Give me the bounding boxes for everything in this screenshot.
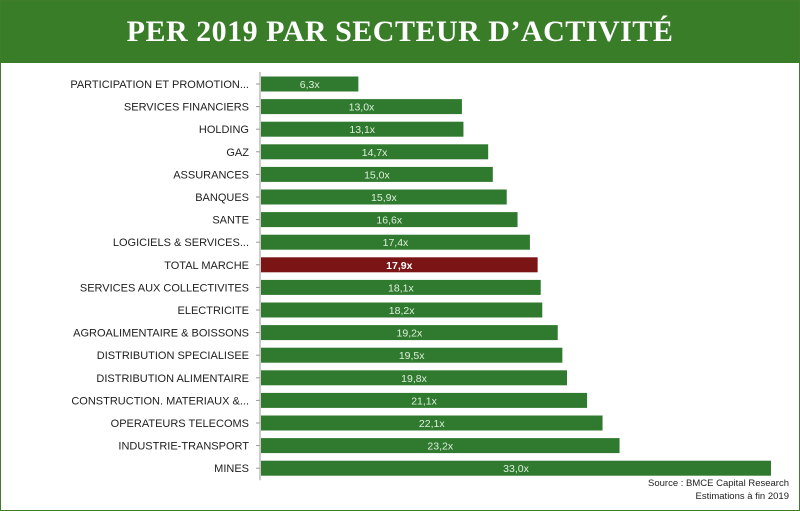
data-label: 17,9x: [386, 260, 412, 272]
bar: [261, 189, 507, 205]
bar: [261, 325, 558, 341]
data-label: 14,7x: [362, 147, 388, 159]
bar: [261, 144, 489, 160]
data-label: 6,3x: [300, 79, 321, 91]
bar: [261, 166, 493, 182]
data-label: 18,1x: [388, 282, 414, 294]
bar: [261, 438, 620, 454]
category-label: DISTRIBUTION ALIMENTAIRE: [96, 373, 249, 385]
category-label: AGROALIMENTAIRE & BOISSONS: [73, 328, 249, 340]
bar: [261, 234, 530, 250]
bar: [261, 76, 359, 92]
bar: [261, 415, 603, 431]
data-label: 33,0x: [503, 463, 529, 475]
bar: [261, 279, 541, 295]
data-label: 17,4x: [383, 237, 409, 249]
bar: [261, 121, 464, 137]
category-label: GAZ: [226, 147, 249, 159]
data-label: 13,0x: [349, 102, 375, 114]
bar: [261, 370, 567, 386]
data-label: 19,8x: [401, 373, 427, 385]
category-label: CONSTRUCTION. MATERIAUX &...: [71, 395, 249, 407]
category-label: LOGICIELS & SERVICES...: [113, 237, 249, 249]
category-label: SERVICES FINANCIERS: [124, 102, 249, 114]
data-label: 23,2x: [427, 441, 453, 453]
bar: [261, 392, 588, 408]
category-label: BANQUES: [195, 192, 249, 204]
data-label: 16,6x: [376, 215, 402, 227]
chart-title: PER 2019 PAR SECTEUR D’ACTIVITÉ: [126, 15, 674, 48]
bar: [261, 460, 771, 476]
data-label: 18,2x: [389, 305, 415, 317]
bar-highlight: [261, 257, 538, 273]
data-label: 19,2x: [397, 328, 423, 340]
estimate-note: Estimations à fin 2019: [695, 491, 789, 502]
data-label: 21,1x: [411, 395, 437, 407]
category-label: SANTE: [212, 215, 249, 227]
category-label: SERVICES AUX COLLECTIVITES: [80, 282, 249, 294]
bar: [261, 302, 543, 318]
bar: [261, 212, 518, 228]
category-label: TOTAL MARCHE: [164, 260, 249, 272]
data-label: 19,5x: [399, 350, 425, 362]
category-label: MINES: [214, 463, 249, 475]
source-line: Source : BMCE Capital Research: [648, 478, 789, 489]
category-label: ELECTRICITE: [177, 305, 249, 317]
data-label: 22,1x: [419, 418, 445, 430]
data-label: 13,1x: [349, 124, 375, 136]
category-label: HOLDING: [199, 124, 249, 136]
category-label: PARTICIPATION ET PROMOTION...: [70, 79, 249, 91]
data-label: 15,0x: [364, 169, 390, 181]
category-label: DISTRIBUTION SPECIALISEE: [97, 350, 249, 362]
title-bar: PER 2019 PAR SECTEUR D’ACTIVITÉ: [1, 1, 799, 63]
category-label: OPERATEURS TELECOMS: [111, 418, 249, 430]
data-label: 15,9x: [371, 192, 397, 204]
bar: [261, 99, 462, 115]
category-label: INDUSTRIE-TRANSPORT: [118, 441, 249, 453]
bar: [261, 347, 563, 363]
source-note: Source : BMCE Capital Research Estimatio…: [648, 477, 789, 503]
category-label: ASSURANCES: [173, 169, 249, 181]
